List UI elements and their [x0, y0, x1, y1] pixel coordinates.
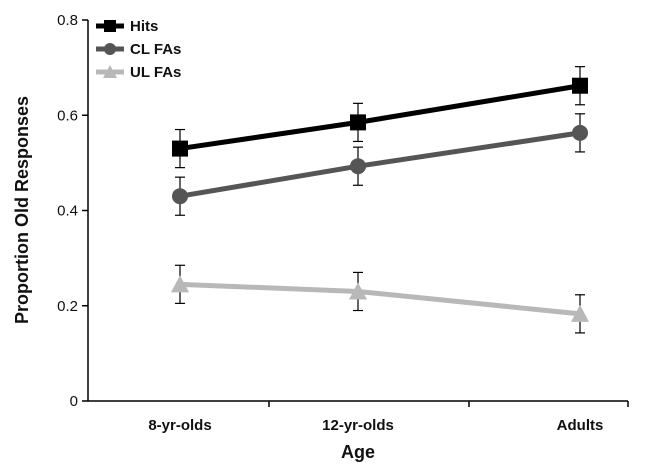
x-axis-title: Age — [341, 442, 375, 462]
series-lines — [179, 83, 581, 317]
x-ticks: 8-yr-olds 12-yr-olds Adults — [148, 401, 629, 434]
series-markers — [171, 77, 589, 322]
series-line-cl-fas — [179, 130, 581, 199]
legend-label: Hits — [130, 18, 158, 35]
series-line-hits — [179, 83, 581, 152]
legend: Hits CL FAs UL FAs — [96, 18, 181, 81]
y-axis-title: Proportion Old Responses — [12, 96, 32, 324]
data-point-ul-fas — [571, 304, 589, 322]
legend-marker-square — [104, 20, 116, 32]
data-point-cl-fas — [572, 124, 588, 141]
data-point-hits — [172, 140, 188, 157]
data-point-cl-fas — [350, 158, 366, 175]
legend-marker-circle — [104, 43, 116, 55]
legend-label: CL FAs — [130, 41, 181, 58]
y-tick-label: 0.4 — [57, 203, 78, 220]
data-point-hits — [350, 114, 366, 131]
x-tick-label: 12-yr-olds — [322, 417, 394, 434]
y-tick-label: 0.6 — [57, 107, 78, 124]
x-tick-label: Adults — [557, 417, 604, 434]
data-point-hits — [572, 77, 588, 94]
y-ticks: 0 0.2 0.4 0.6 0.8 — [57, 12, 88, 410]
y-tick-label: 0.8 — [57, 12, 78, 29]
data-point-cl-fas — [172, 188, 188, 205]
data-point-ul-fas — [349, 282, 367, 300]
y-tick-label: 0.2 — [57, 298, 78, 315]
series-line-ul-fas — [179, 281, 581, 317]
legend-label: UL FAs — [130, 64, 181, 81]
legend-marker-triangle — [103, 65, 117, 78]
x-tick-label: 8-yr-olds — [148, 417, 211, 434]
y-tick-label: 0 — [70, 393, 78, 410]
data-point-ul-fas — [171, 275, 189, 293]
